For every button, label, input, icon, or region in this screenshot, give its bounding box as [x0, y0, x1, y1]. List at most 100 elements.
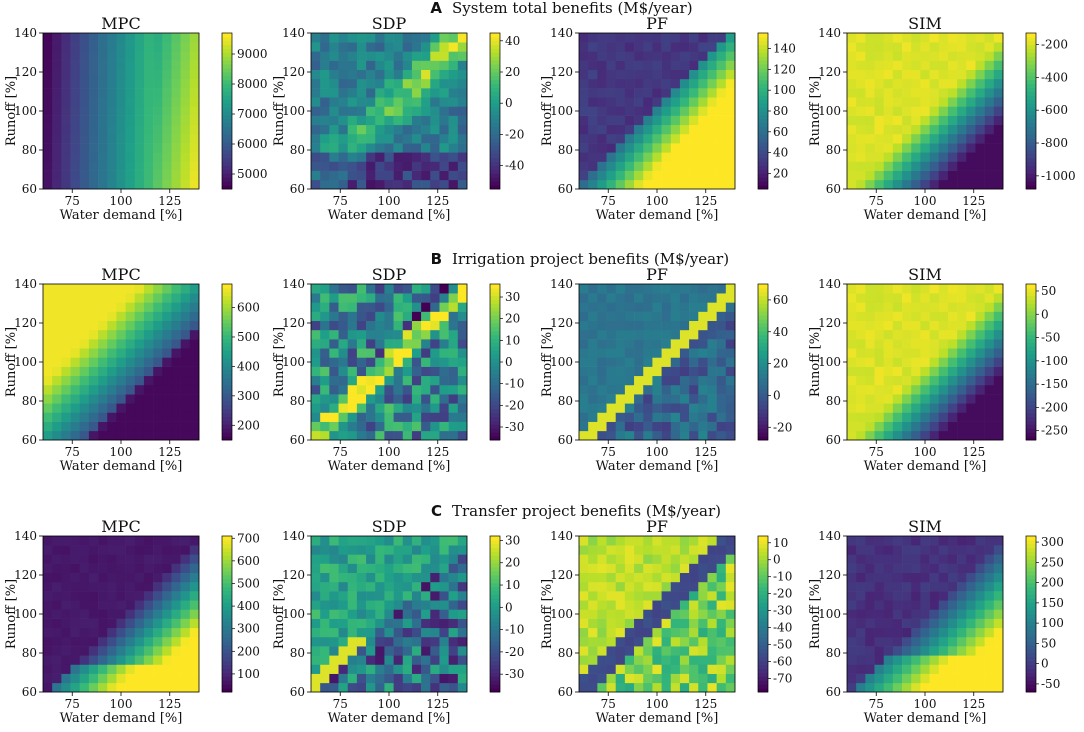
y-tick-label: 100 — [550, 104, 573, 118]
heatmap-cell — [439, 600, 449, 610]
colorbar-segment — [222, 578, 232, 584]
heatmap-cell — [393, 161, 404, 171]
heatmap-cell — [883, 293, 894, 303]
heatmap-cell — [670, 97, 681, 107]
heatmap-cell — [88, 97, 99, 107]
heatmap-cell — [624, 78, 635, 89]
heatmap-cell — [134, 88, 145, 98]
y-tick-label: 120 — [550, 568, 573, 582]
heatmap-cell — [88, 394, 99, 404]
colorbar-segment — [222, 543, 232, 549]
heatmap-cell — [98, 591, 108, 601]
y-tick-label: 100 — [282, 104, 305, 118]
heatmap-cell — [52, 600, 62, 610]
heatmap-cell — [947, 320, 958, 331]
colorbar-segment — [758, 586, 768, 591]
heatmap-cell — [947, 536, 958, 546]
heatmap-cell — [98, 403, 108, 413]
x-tick-label: 100 — [646, 445, 669, 459]
colorbar-segment — [1026, 173, 1036, 178]
heatmap-cell — [606, 581, 617, 592]
heatmap-cell — [911, 554, 921, 564]
heatmap-cell — [911, 78, 921, 89]
heatmap-cell — [439, 627, 449, 638]
heatmap-cell — [125, 143, 136, 153]
heatmap-cell — [634, 664, 644, 674]
heatmap-cell — [856, 115, 866, 126]
heatmap-cell — [384, 572, 394, 583]
heatmap-cell — [938, 609, 949, 619]
heatmap-cell — [883, 600, 894, 610]
colorbar-segment — [1026, 365, 1036, 371]
heatmap-cell — [938, 329, 949, 340]
heatmap-cell — [975, 60, 985, 71]
heatmap-cell — [929, 673, 940, 684]
heatmap-cell — [865, 664, 875, 674]
heatmap-cell — [597, 682, 607, 693]
heatmap-cell — [162, 78, 172, 89]
colorbar-segment — [222, 95, 232, 100]
heatmap-cell — [311, 69, 321, 80]
heatmap-cell — [938, 133, 949, 144]
heatmap-cell — [579, 673, 589, 684]
heatmap-cell — [189, 329, 200, 340]
heatmap-cell — [652, 366, 662, 377]
heatmap-cell — [966, 545, 976, 555]
heatmap-cell — [421, 609, 431, 619]
heatmap-cell — [920, 311, 930, 322]
heatmap-cell — [421, 293, 431, 303]
heatmap-cell — [439, 673, 449, 684]
colorbar-segment — [758, 684, 768, 689]
heatmap-cell — [338, 33, 349, 43]
heatmap-cell — [911, 33, 921, 43]
heatmap-cell — [652, 375, 662, 386]
heatmap-cell — [448, 133, 459, 144]
heatmap-cell — [624, 51, 635, 61]
heatmap-cell — [892, 673, 903, 684]
heatmap-cell — [329, 133, 339, 144]
heatmap-cell — [911, 655, 921, 665]
heatmap-cell — [920, 320, 930, 331]
heatmap-cell — [70, 133, 81, 144]
heatmap-cell — [902, 348, 912, 358]
heatmap-cell — [707, 618, 717, 629]
heatmap-cell — [375, 375, 385, 386]
heatmap-cell — [162, 329, 172, 340]
heatmap-cell — [947, 170, 958, 181]
heatmap-cell — [61, 88, 71, 98]
heatmap-cell — [107, 375, 117, 386]
heatmap-cell — [624, 311, 635, 322]
heatmap-cell — [606, 536, 617, 546]
heatmap-cell — [171, 284, 181, 294]
heatmap-cell — [162, 545, 172, 555]
heatmap-cell — [107, 682, 117, 693]
heatmap-cell — [457, 51, 468, 61]
colorbar-segment — [490, 185, 500, 190]
heatmap-cell — [920, 609, 930, 619]
heatmap-cell — [393, 646, 404, 656]
heatmap-cell — [448, 106, 459, 116]
heatmap-cell — [311, 170, 321, 181]
heatmap-cell — [966, 366, 976, 377]
heatmap-cell — [143, 545, 154, 555]
colorbar-segment — [490, 539, 500, 545]
colorbar-segment — [490, 315, 500, 320]
colorbar-segment — [1026, 625, 1036, 630]
heatmap-cell — [606, 545, 617, 555]
heatmap-cell — [189, 293, 200, 303]
heatmap-cell — [938, 412, 949, 422]
colorbar-segment — [758, 99, 768, 104]
heatmap-cell — [402, 115, 413, 126]
heatmap-cell — [402, 375, 413, 386]
heatmap-cell — [189, 609, 200, 619]
heatmap-cell — [966, 421, 976, 432]
heatmap-cell — [70, 320, 81, 331]
heatmap-cell — [439, 88, 449, 98]
heatmap-cell — [439, 366, 449, 377]
heatmap-cell — [61, 97, 71, 107]
heatmap-cell — [61, 572, 71, 583]
heatmap-cell — [329, 170, 339, 181]
colorbar-segment — [490, 358, 500, 363]
heatmap-cell — [883, 403, 894, 413]
heatmap-cell — [457, 69, 468, 80]
